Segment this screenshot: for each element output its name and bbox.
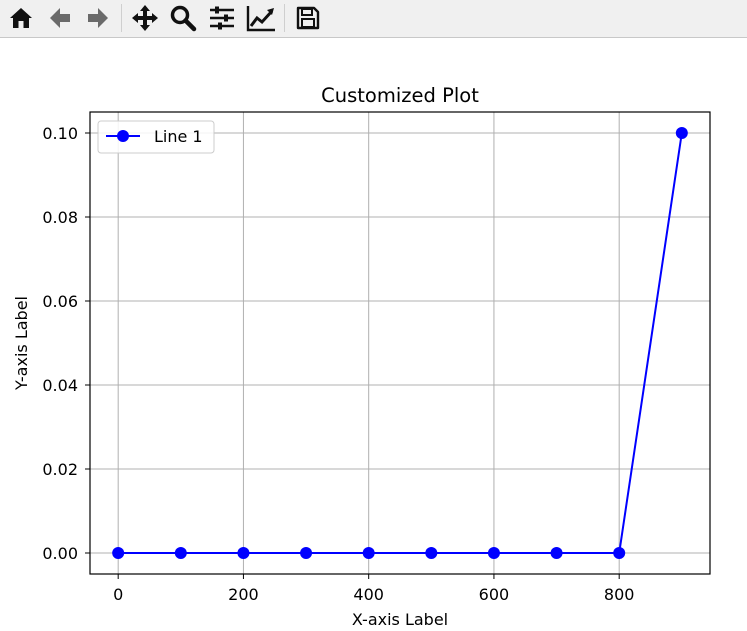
axes-frame xyxy=(89,111,711,575)
home-icon xyxy=(10,8,32,28)
x-tick-label: 400 xyxy=(353,585,384,604)
x-tick-label: 200 xyxy=(228,585,259,604)
y-tick-label: 0.10 xyxy=(42,124,78,143)
arrow-left-icon xyxy=(50,8,70,28)
series-layer xyxy=(112,127,688,559)
line-chart-icon xyxy=(246,6,275,32)
forward-button[interactable] xyxy=(83,3,113,33)
chart-title: Customized Plot xyxy=(321,84,479,107)
series-line xyxy=(118,132,683,554)
y-tick-label: 0.06 xyxy=(42,292,78,311)
x-axis-label: X-axis Label xyxy=(352,610,448,627)
data-point xyxy=(675,127,688,139)
zoom-button[interactable] xyxy=(168,3,198,33)
data-point xyxy=(237,547,250,559)
x-tick-label: 0 xyxy=(113,585,123,604)
legend: Line 1 xyxy=(97,120,215,154)
data-point xyxy=(550,547,563,559)
subplots-button[interactable] xyxy=(207,3,237,33)
data-point xyxy=(174,547,187,559)
ticks: 0 200 400 600 800 0.00 0.02 0.04 0.06 0.08 0.10 xyxy=(42,124,634,604)
toolbar xyxy=(0,0,747,38)
arrow-right-icon xyxy=(88,8,108,28)
y-tick-label: 0.08 xyxy=(42,208,78,227)
y-tick-label: 0.04 xyxy=(42,376,78,395)
x-tick-label: 600 xyxy=(479,585,510,604)
back-button[interactable] xyxy=(45,3,75,33)
pan-button[interactable] xyxy=(130,3,160,33)
grid xyxy=(90,112,710,574)
line-chart: Customized Plot 0 200 400 600 800 0.00 0.02 0.0… xyxy=(12,84,711,629)
move-icon xyxy=(132,5,158,31)
data-point xyxy=(487,547,500,559)
magnifier-icon xyxy=(170,5,197,32)
data-point xyxy=(613,547,626,559)
data-point xyxy=(362,547,375,559)
figure-area: Customized Plot 0 200 400 600 800 0.00 0.02 0.0… xyxy=(0,39,747,629)
data-point xyxy=(112,547,125,559)
legend-marker-swatch xyxy=(117,130,129,142)
customize-button[interactable] xyxy=(246,3,276,33)
toolbar-separator xyxy=(284,4,285,32)
save-button[interactable] xyxy=(293,3,323,33)
y-axis-label: Y-axis Label xyxy=(12,296,31,391)
y-tick-label: 0.00 xyxy=(42,544,78,563)
floppy-disk-icon xyxy=(296,6,320,30)
home-button[interactable] xyxy=(6,3,36,33)
toolbar-separator xyxy=(121,4,122,32)
x-tick-label: 800 xyxy=(604,585,635,604)
y-tick-label: 0.02 xyxy=(42,460,78,479)
legend-box xyxy=(97,120,215,154)
sliders-icon xyxy=(210,6,234,30)
data-point xyxy=(300,547,313,559)
data-point xyxy=(425,547,438,559)
legend-entry-label: Line 1 xyxy=(154,127,203,146)
